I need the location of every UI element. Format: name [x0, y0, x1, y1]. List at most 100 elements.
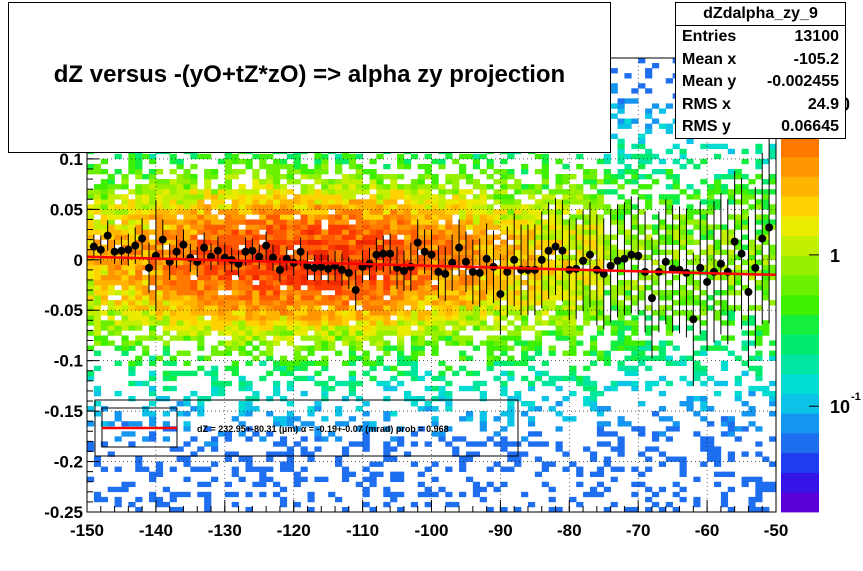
heatmap-cell: [507, 153, 515, 160]
heatmap-cell: [335, 224, 343, 230]
heatmap-cell: [217, 295, 226, 301]
heatmap-cell: [397, 476, 405, 483]
heatmap-cell: [273, 360, 281, 367]
heatmap-cell: [383, 274, 391, 281]
heatmap-cell: [87, 300, 95, 306]
heatmap-cell: [252, 310, 260, 316]
heatmap-cell: [252, 285, 260, 291]
heatmap-cell: [431, 199, 439, 205]
heatmap-cell: [128, 395, 136, 402]
heatmap-cell: [762, 254, 770, 261]
heatmap-cell: [169, 285, 177, 291]
heatmap-cell: [576, 214, 584, 220]
color-scale-segment: [781, 433, 819, 454]
heatmap-cell: [472, 234, 481, 240]
heatmap-cell: [321, 310, 329, 316]
heatmap-cell: [576, 189, 584, 195]
heatmap-cell: [348, 214, 357, 220]
heatmap-cell: [631, 300, 639, 306]
heatmap-cell: [403, 320, 412, 326]
heatmap-cell: [155, 224, 164, 230]
profile-point: [606, 261, 615, 270]
heatmap-cell: [293, 285, 301, 291]
heatmap-cell: [231, 189, 239, 195]
heatmap-cell: [100, 269, 108, 276]
heatmap-cell: [142, 209, 150, 215]
heatmap-cell: [231, 209, 239, 215]
heatmap-cell: [417, 340, 425, 346]
heatmap-cell: [548, 461, 556, 467]
heatmap-cell: [107, 290, 115, 296]
heatmap-cell: [555, 229, 563, 235]
heatmap-cell: [472, 199, 481, 205]
heatmap-cell: [266, 476, 274, 483]
heatmap-cell: [348, 350, 357, 356]
heatmap-cell: [472, 153, 481, 160]
heatmap-cell: [204, 370, 212, 377]
x-tick-label: -70: [626, 521, 651, 540]
heatmap-cell: [741, 174, 749, 180]
heatmap-cell: [583, 305, 591, 311]
heatmap-cell: [596, 264, 605, 271]
heatmap-cell: [390, 279, 398, 286]
heatmap-cell: [197, 325, 205, 331]
heatmap-cell: [266, 184, 274, 190]
heatmap-cell: [507, 411, 515, 417]
heatmap-cell: [734, 426, 742, 432]
heatmap-cell: [700, 305, 708, 311]
heatmap-cell: [314, 345, 322, 351]
heatmap-cell: [314, 446, 322, 452]
heatmap-cell: [128, 305, 136, 311]
heatmap-cell: [383, 380, 391, 387]
heatmap-cell: [459, 174, 467, 180]
heatmap-cell: [534, 315, 543, 321]
heatmap-cell: [135, 249, 143, 256]
heatmap-cell: [369, 229, 377, 235]
heatmap-cell: [521, 214, 529, 220]
heatmap-cell: [224, 274, 232, 281]
heatmap-cell: [390, 365, 398, 372]
heatmap-cell: [417, 315, 425, 321]
heatmap-cell: [576, 184, 584, 190]
heatmap-cell: [273, 305, 281, 311]
heatmap-cell: [459, 320, 467, 326]
heatmap-cell: [286, 264, 294, 271]
heatmap-cell: [390, 179, 398, 185]
heatmap-cell: [631, 143, 639, 150]
heatmap-cell: [259, 310, 267, 316]
heatmap-cell: [631, 244, 639, 250]
heatmap-cell: [245, 274, 253, 281]
heatmap-cell: [142, 305, 150, 311]
heatmap-cell: [169, 153, 177, 160]
heatmap-cell: [507, 295, 515, 301]
heatmap-cell: [438, 244, 446, 250]
heatmap-cell: [603, 461, 611, 467]
heatmap-cell: [720, 345, 729, 351]
heatmap-cell: [617, 421, 625, 427]
heatmap-cell: [328, 249, 336, 256]
heatmap-cell: [224, 219, 232, 225]
heatmap-cell: [479, 395, 487, 402]
heatmap-cell: [114, 264, 122, 271]
heatmap-cell: [493, 194, 501, 200]
heatmap-cell: [369, 234, 377, 240]
heatmap-cell: [403, 254, 412, 261]
heatmap-cell: [769, 209, 777, 215]
heatmap-cell: [555, 184, 563, 190]
heatmap-cell: [169, 385, 177, 392]
heatmap-cell: [197, 340, 205, 346]
heatmap-cell: [279, 325, 288, 331]
heatmap-cell: [583, 214, 591, 220]
heatmap-cell: [348, 158, 357, 165]
heatmap-cell: [507, 285, 515, 291]
heatmap-cell: [100, 441, 108, 447]
heatmap-cell: [562, 209, 570, 215]
heatmap-cell: [748, 239, 756, 245]
heatmap-cell: [224, 229, 232, 235]
heatmap-cell: [300, 214, 308, 220]
heatmap-cell: [87, 406, 95, 412]
heatmap-cell: [410, 290, 419, 296]
heatmap-cell: [603, 486, 611, 493]
heatmap-cell: [390, 219, 398, 225]
heatmap-cell: [107, 285, 115, 291]
